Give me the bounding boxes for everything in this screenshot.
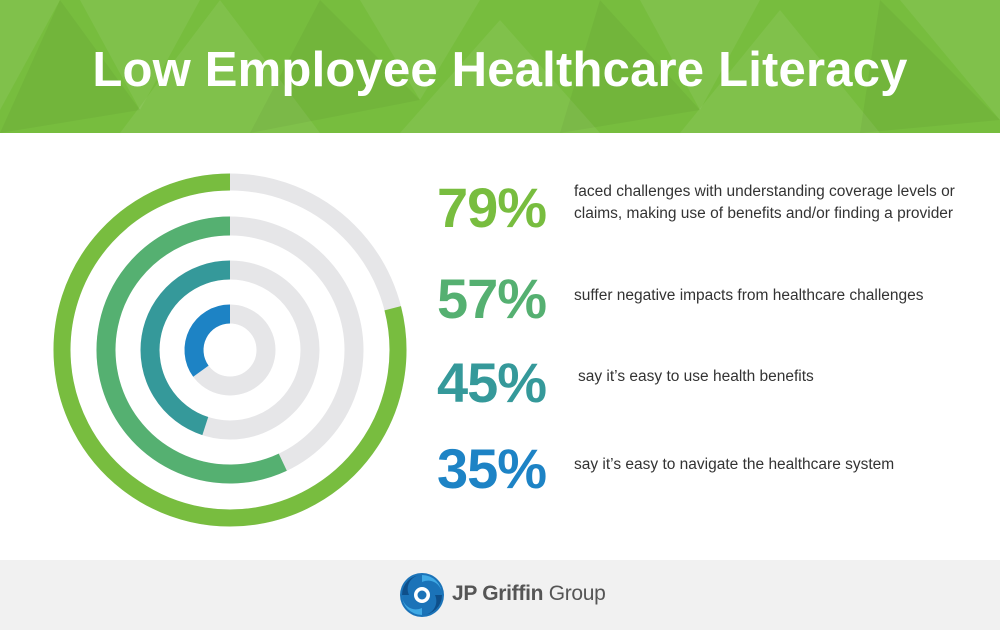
ring-arc-57 [96,216,287,484]
stat-label-3: say it’s easy to use health benefits [578,368,814,385]
footer [0,560,1000,630]
stat-label-1: faced challenges with understanding cove… [574,183,955,222]
page-title: Low Employee Healthcare Literacy [92,43,908,97]
header-banner: Low Employee Healthcare Literacy [0,0,1000,133]
stat-label-2: suffer negative impacts from healthcare … [574,287,924,304]
ring-arc-45 [140,260,231,436]
stat-value-1: 79% [437,176,547,239]
swirl-logo-icon [400,573,444,617]
ring-arc-35 [184,304,231,377]
brand-name-bold: JP Griffin [452,582,544,605]
stat-value-3: 45% [437,351,547,414]
brand-name-regular: Group [548,582,606,605]
ring-arc-79 [53,173,407,527]
brand-name: JP Griffin Group [452,582,606,606]
radial-bar-chart [53,173,407,527]
stat-value-2: 57% [437,267,547,330]
stat-label-4: say it’s easy to navigate the healthcare… [574,456,895,473]
header-texture [0,0,1000,133]
brand-logo: JP Griffin Group [398,570,608,620]
stat-value-4: 35% [437,437,547,500]
